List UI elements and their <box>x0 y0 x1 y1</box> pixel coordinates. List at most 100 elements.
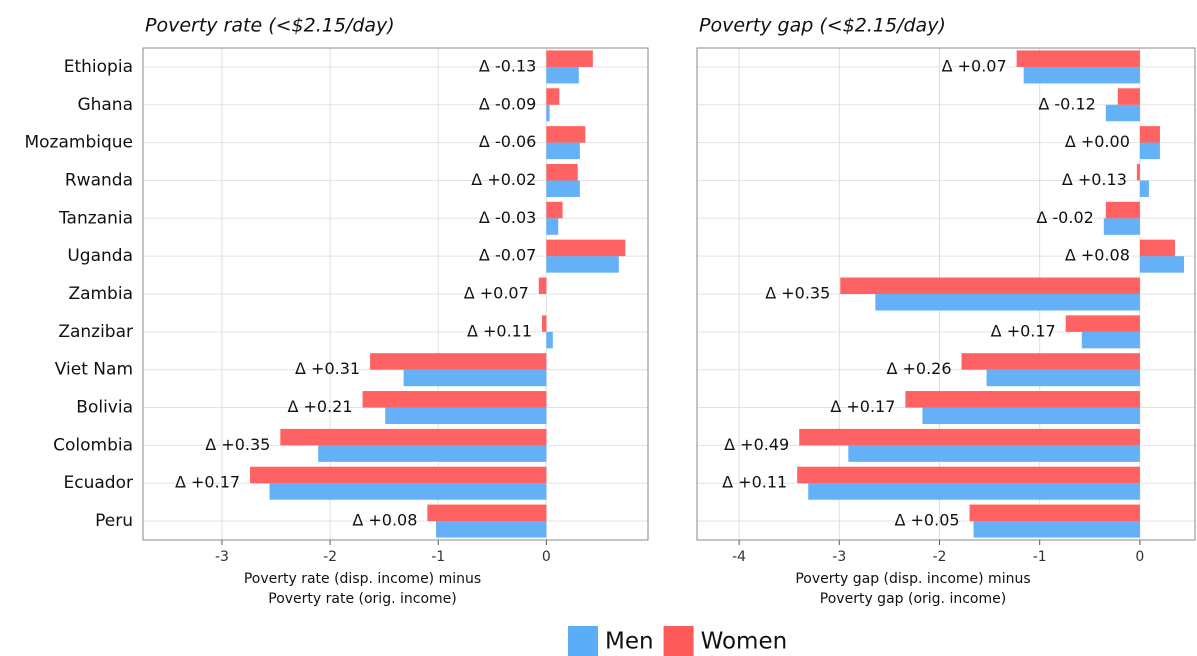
delta-label: Δ +0.26 <box>886 359 951 378</box>
bar <box>546 104 550 122</box>
delta-label: Δ +0.07 <box>464 284 529 303</box>
category-label: Tanzania <box>58 208 133 228</box>
bar <box>875 294 1140 311</box>
delta-label: Δ +0.35 <box>765 284 830 303</box>
delta-label: Δ +0.35 <box>205 435 270 454</box>
bar <box>1139 239 1175 257</box>
category-label: Zambia <box>68 284 133 304</box>
delta-label: Δ +0.00 <box>1065 132 1130 151</box>
category-label: Rwanda <box>65 170 133 190</box>
category-label: Ghana <box>77 95 133 115</box>
delta-label: Δ -0.06 <box>479 132 536 151</box>
x-axis-title: Poverty gap (disp. income) minus <box>795 571 1030 587</box>
bar <box>973 521 1140 538</box>
category-label: Zanzibar <box>58 322 133 342</box>
plot-frame <box>696 47 1196 541</box>
bar <box>922 407 1140 425</box>
bar <box>1105 201 1140 219</box>
x-tick-label: 0 <box>1135 549 1144 565</box>
bar <box>848 445 1140 462</box>
legend-swatch <box>568 626 598 656</box>
bar <box>546 331 553 349</box>
bar <box>799 428 1140 446</box>
delta-label: Δ +0.17 <box>991 321 1056 340</box>
delta-label: Δ -0.12 <box>1038 94 1095 113</box>
bar <box>961 353 1140 370</box>
bar <box>318 445 547 462</box>
bar <box>1016 50 1140 67</box>
bar <box>370 353 547 370</box>
delta-label: Δ +0.05 <box>894 511 959 530</box>
bar <box>905 391 1140 408</box>
bar <box>1081 331 1140 349</box>
bar <box>986 369 1140 387</box>
bar <box>1117 88 1140 105</box>
panel-title: Poverty gap (<$2.15/day) <box>699 15 946 37</box>
bar <box>1139 256 1184 273</box>
bar <box>436 521 547 538</box>
category-label: Bolivia <box>76 398 133 418</box>
bar <box>250 466 547 484</box>
x-tick-label: -4 <box>732 549 746 565</box>
delta-label: Δ +0.02 <box>471 170 536 189</box>
x-tick-label: -1 <box>1033 549 1047 565</box>
bar <box>546 180 580 197</box>
delta-label: Δ -0.07 <box>479 246 536 265</box>
delta-label: Δ +0.49 <box>724 435 789 454</box>
bar <box>546 218 559 235</box>
bar <box>385 407 547 425</box>
delta-label: Δ -0.13 <box>479 56 536 75</box>
category-label: Peru <box>95 511 133 531</box>
bar <box>538 277 547 294</box>
category-label: Uganda <box>67 246 133 266</box>
delta-label: Δ +0.11 <box>722 473 787 492</box>
panel-title: Poverty rate (<$2.15/day) <box>145 15 395 37</box>
bar <box>1065 315 1140 332</box>
bar <box>1023 66 1140 84</box>
bar <box>546 66 579 84</box>
plot-frame <box>142 47 649 541</box>
category-label: Ethiopia <box>64 57 133 77</box>
x-tick-label: -3 <box>832 549 846 565</box>
bar <box>840 277 1140 294</box>
category-label: Ecuador <box>64 473 133 493</box>
bar <box>1136 163 1140 181</box>
delta-label: Δ +0.21 <box>287 397 352 416</box>
bar <box>546 50 593 67</box>
category-label: Colombia <box>53 435 133 455</box>
delta-label: Δ +0.17 <box>175 473 240 492</box>
bar <box>403 369 547 387</box>
legend-label: Men <box>605 629 654 655</box>
bar <box>808 483 1140 500</box>
bar <box>427 504 547 522</box>
bar <box>546 201 563 219</box>
bar <box>546 163 578 181</box>
x-axis-title: Poverty gap (orig. income) <box>820 591 1006 607</box>
delta-label: Δ +0.07 <box>942 56 1007 75</box>
delta-label: Δ +0.08 <box>352 511 417 530</box>
delta-label: Δ -0.03 <box>479 208 536 227</box>
bar <box>362 391 547 408</box>
bar <box>546 142 580 160</box>
x-tick-label: -3 <box>215 549 229 565</box>
delta-label: Δ +0.17 <box>830 397 895 416</box>
x-tick-label: 0 <box>542 549 551 565</box>
bar <box>280 428 547 446</box>
x-tick-label: -2 <box>933 549 947 565</box>
delta-label: Δ +0.13 <box>1062 170 1127 189</box>
x-axis-title: Poverty rate (orig. income) <box>268 591 456 607</box>
x-tick-label: -2 <box>323 549 337 565</box>
bar <box>1139 142 1160 160</box>
bar <box>542 315 547 332</box>
delta-label: Δ -0.09 <box>479 94 536 113</box>
bar <box>1103 218 1140 235</box>
bar <box>969 504 1140 522</box>
bar <box>546 88 560 105</box>
bar <box>546 256 619 273</box>
delta-label: Δ +0.08 <box>1065 246 1130 265</box>
bar <box>1139 180 1149 197</box>
bar <box>1105 104 1140 122</box>
delta-label: Δ +0.31 <box>295 359 360 378</box>
bar <box>546 126 586 143</box>
